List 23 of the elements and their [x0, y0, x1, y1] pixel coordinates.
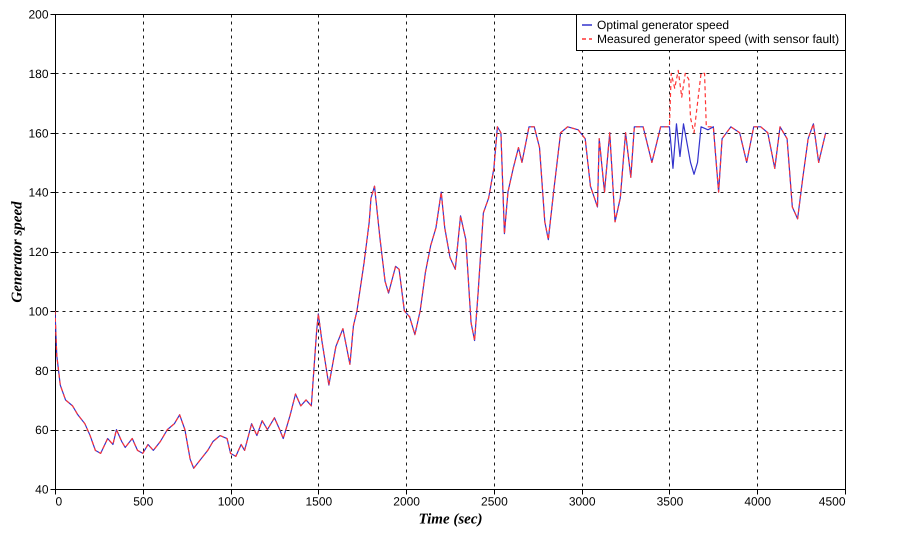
x-tick-label: 2000 — [393, 494, 420, 508]
x-tick-label: 1000 — [218, 494, 245, 508]
x-tick-label: 1500 — [305, 494, 333, 508]
y-tick-label: 40 — [35, 482, 49, 496]
y-tick-label: 180 — [28, 66, 49, 81]
legend-label: Optimal generator speed — [597, 18, 730, 32]
x-tick-label: 3000 — [568, 494, 596, 508]
x-tick-label: 2500 — [481, 494, 508, 508]
y-tick-label: 100 — [28, 304, 49, 318]
x-axis-title: Time (sec) — [418, 512, 482, 528]
x-tick-label: 4500 — [818, 494, 846, 508]
legend-label: Measured generator speed (with sensor fault) — [597, 32, 840, 46]
x-tick-label: 500 — [133, 494, 154, 508]
y-tick-label: 200 — [28, 8, 49, 22]
x-tick-label: 4000 — [744, 494, 772, 508]
x-tick-label: 0 — [56, 494, 62, 508]
y-axis-title: Generator speed — [9, 200, 26, 303]
y-tick-label: 60 — [35, 423, 49, 438]
x-tick-label: 3500 — [656, 494, 684, 508]
y-tick-label: 140 — [28, 186, 49, 200]
y-tick-label: 120 — [28, 245, 49, 259]
y-tick-label: 80 — [35, 364, 49, 378]
y-tick-label: 160 — [28, 126, 49, 140]
